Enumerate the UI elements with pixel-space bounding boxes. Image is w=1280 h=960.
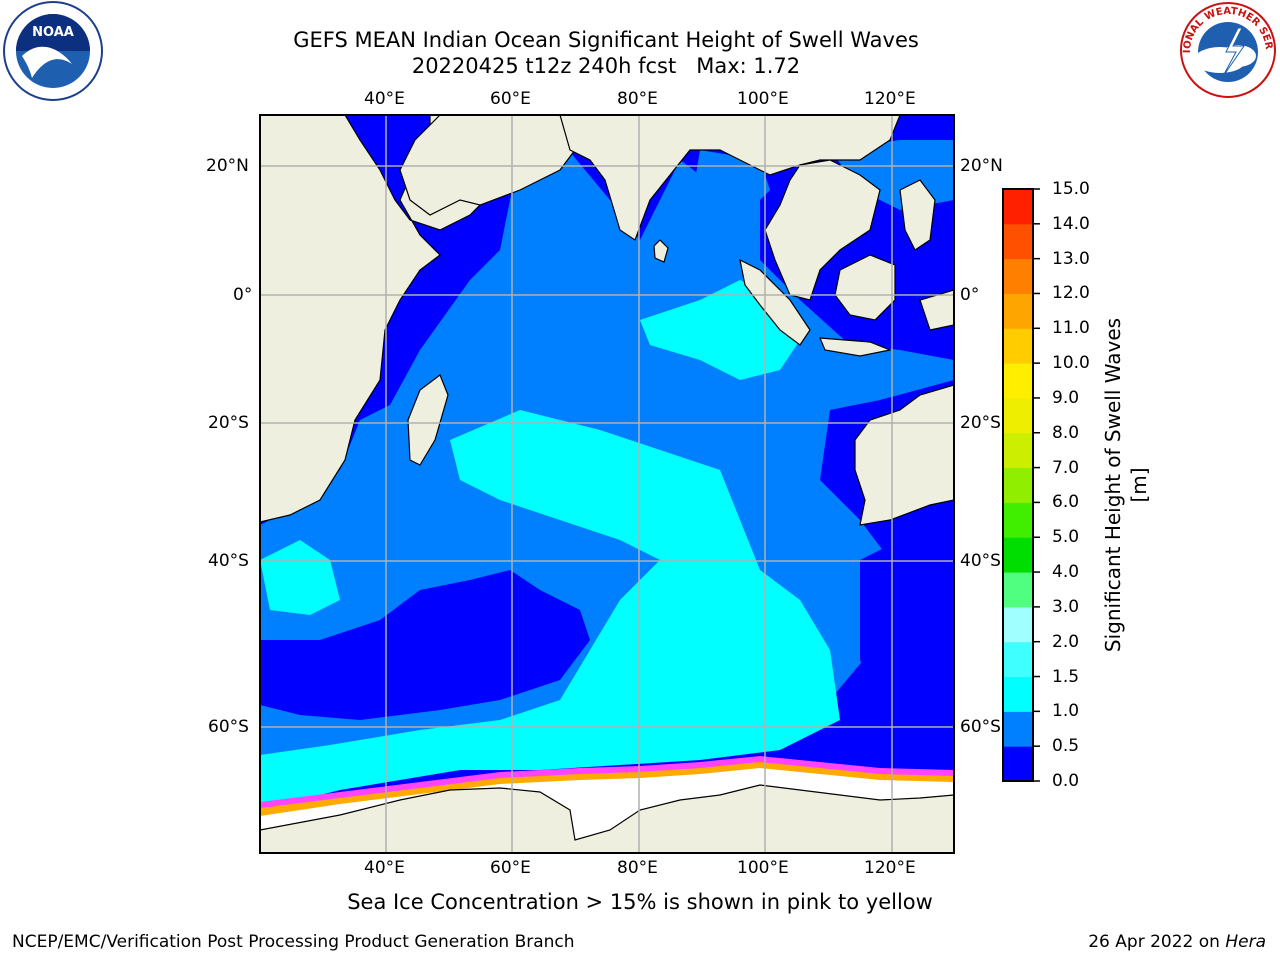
colorbar-cells (1003, 189, 1033, 782)
colorbar-cell (1003, 641, 1033, 678)
land-india (559, 115, 901, 241)
lat-label-right-20n: 20°N (960, 156, 1003, 176)
colorbar-tick-label: 2.0 (1052, 631, 1080, 652)
lon-label-top-40: 40°E (364, 89, 405, 109)
colorbar-tick-label: 4.0 (1052, 562, 1080, 583)
colorbar-tick-label: 15.0 (1052, 179, 1090, 199)
land-sri-lanka (653, 239, 669, 263)
map-subtitle: 20220425 t12z 240h fcst Max: 1.72 (0, 53, 1212, 79)
lat-label-right-40s: 40°S (960, 551, 1001, 571)
colorbar-cell (1003, 293, 1033, 329)
lat-label-left-0: 0° (233, 285, 253, 305)
land-madagascar (407, 374, 449, 466)
max-value: Max: 1.72 (696, 54, 801, 78)
colorbar-cell (1003, 537, 1033, 573)
host-name: Hera (1225, 932, 1266, 952)
colorbar-frame (1002, 188, 1034, 782)
lon-label-top-60: 60°E (490, 89, 531, 109)
colorbar-tick-label: 12.0 (1052, 283, 1090, 304)
colorbar-tick-label: 7.0 (1052, 457, 1080, 478)
colorbar-cell (1003, 258, 1033, 294)
land-borneo (834, 254, 896, 321)
colorbar-tickmarks (1033, 188, 1040, 782)
colorbar-cell (1003, 328, 1033, 364)
colorbar-tick-label: 1.0 (1052, 701, 1080, 722)
colorbar-cell (1003, 223, 1033, 260)
lat-label-left-20n: 20°N (206, 156, 249, 176)
nws-logo: NATIONAL WEATHER SERVICE (1174, 0, 1278, 100)
colorbar-tick-label: 1.5 (1052, 666, 1080, 687)
lat-label-right-20s: 20°S (960, 413, 1001, 433)
lat-label-left-20s: 20°S (208, 413, 249, 433)
colorbar-title: Significant Height of Swell Waves [m] (1101, 317, 1151, 653)
land-australia (854, 384, 954, 526)
sea-ice-note: Sea Ice Concentration > 15% is shown in … (347, 890, 933, 914)
noaa-logo-text: NOAA (32, 25, 74, 40)
colorbar-tick-label: 9.0 (1052, 387, 1080, 408)
colorbar-tick-label: 3.0 (1052, 596, 1080, 617)
colorbar (1002, 188, 1040, 782)
swell-band-1-0 (260, 410, 840, 805)
lon-label-bottom-120: 120°E (864, 858, 916, 878)
colorbar-tick-label: 13.0 (1052, 248, 1090, 269)
swell-patch-southwest (260, 540, 340, 615)
lon-label-bottom-80: 80°E (617, 858, 658, 878)
lon-label-bottom-100: 100°E (737, 858, 789, 878)
colorbar-cell (1003, 572, 1033, 608)
land-antarctica (260, 784, 954, 853)
colorbar-tick-label: 0.5 (1052, 736, 1080, 757)
land-sumatra (739, 258, 811, 346)
colorbar-cell (1003, 711, 1033, 747)
date-stamp: 26 Apr 2022 on Hera (1088, 932, 1266, 952)
lon-label-top-120: 120°E (864, 89, 916, 109)
date-text: 26 Apr 2022 on (1088, 932, 1220, 952)
colorbar-cell (1003, 502, 1033, 538)
colorbar-cell (1003, 467, 1033, 503)
colorbar-tick-label: 8.0 (1052, 422, 1080, 443)
land-east-islands (899, 179, 936, 251)
colorbar-tick-label: 10.0 (1052, 353, 1090, 374)
forecast-run: 20220425 t12z 240h fcst (411, 54, 677, 78)
map-frame (259, 114, 955, 854)
swell-patch-bengal (690, 150, 770, 230)
swell-low-south (260, 570, 590, 720)
colorbar-cell (1003, 676, 1033, 712)
colorbar-tick-label: 14.0 (1052, 213, 1090, 234)
land-java (819, 337, 893, 357)
colorbar-cell (1003, 432, 1033, 469)
lon-label-bottom-60: 60°E (490, 858, 531, 878)
lat-label-left-60s: 60°S (208, 717, 249, 737)
map-grid (260, 115, 954, 853)
lat-label-left-40s: 40°S (208, 551, 249, 571)
lon-label-bottom-40: 40°E (364, 858, 405, 878)
colorbar-tick-label: 5.0 (1052, 527, 1080, 548)
lon-label-top-100: 100°E (737, 89, 789, 109)
colorbar-cell (1003, 746, 1033, 782)
colorbar-tick-label: 6.0 (1052, 492, 1080, 513)
colorbar-cell (1003, 606, 1033, 643)
colorbar-cell (1003, 363, 1033, 399)
lon-label-top-80: 80°E (617, 89, 658, 109)
credit-text: NCEP/EMC/Verification Post Processing Pr… (12, 932, 575, 952)
lat-label-right-0: 0° (960, 285, 980, 305)
land-new-guinea (919, 289, 954, 331)
colorbar-tick-label: 0.0 (1052, 771, 1080, 791)
noaa-logo: NOAA (2, 0, 104, 102)
map-title: GEFS MEAN Indian Ocean Significant Heigh… (293, 28, 919, 52)
lat-label-right-60s: 60°S (960, 717, 1001, 737)
colorbar-cell (1003, 189, 1033, 225)
colorbar-cell (1003, 397, 1033, 434)
colorbar-tick-label: 11.0 (1052, 318, 1090, 339)
swell-low-east (860, 525, 954, 770)
land-se-asia (764, 159, 881, 301)
